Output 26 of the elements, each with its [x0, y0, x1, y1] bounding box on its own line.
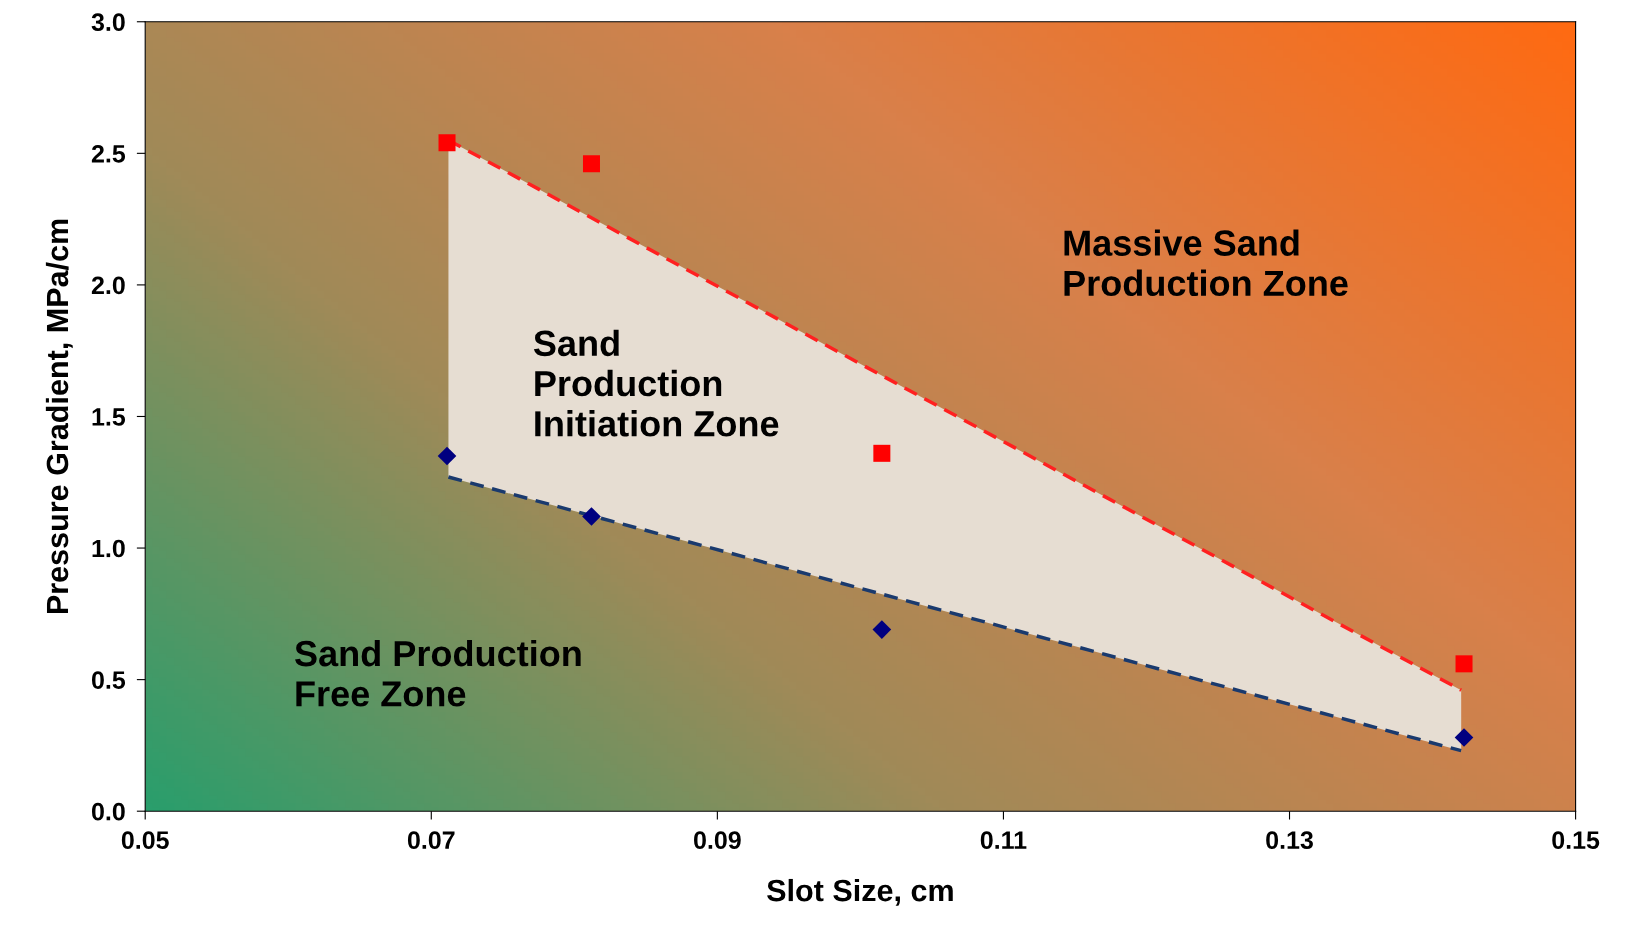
x-tick-label: 0.07 — [407, 831, 455, 849]
x-axis-title: Slot Size, cm — [767, 878, 953, 906]
y-axis-title: Pressure Gradient, MPa/cm — [45, 219, 73, 614]
x-tick-label: 0.15 — [1552, 831, 1600, 849]
x-tick-label: 0.05 — [121, 831, 169, 849]
x-tick-label: 0.13 — [1266, 831, 1313, 850]
point — [582, 507, 601, 526]
y-tick-label: 0.5 — [92, 671, 126, 689]
point — [873, 444, 891, 462]
y-tick-label: 1.0 — [92, 539, 125, 558]
annotation: Massive Sand Production Zone — [1064, 229, 1348, 297]
y-tick-label: 2.0 — [91, 276, 125, 295]
x-tick-label: 0.09 — [694, 831, 741, 849]
point — [437, 446, 457, 466]
point — [1454, 728, 1474, 747]
annotation: Sand Production Free Zone — [295, 639, 581, 707]
y-tick-label: 3.0 — [91, 13, 125, 32]
x-tick-label: 0.11 — [980, 831, 1027, 849]
point — [582, 155, 600, 173]
point — [438, 134, 456, 152]
point — [872, 620, 892, 639]
y-tick-label: 1.5 — [92, 408, 126, 426]
point — [1455, 655, 1473, 673]
annotation: Sand Production Initiation Zone — [533, 329, 779, 437]
y-tick-label: 2.5 — [91, 144, 126, 163]
y-tick-label: 0.0 — [92, 802, 125, 821]
